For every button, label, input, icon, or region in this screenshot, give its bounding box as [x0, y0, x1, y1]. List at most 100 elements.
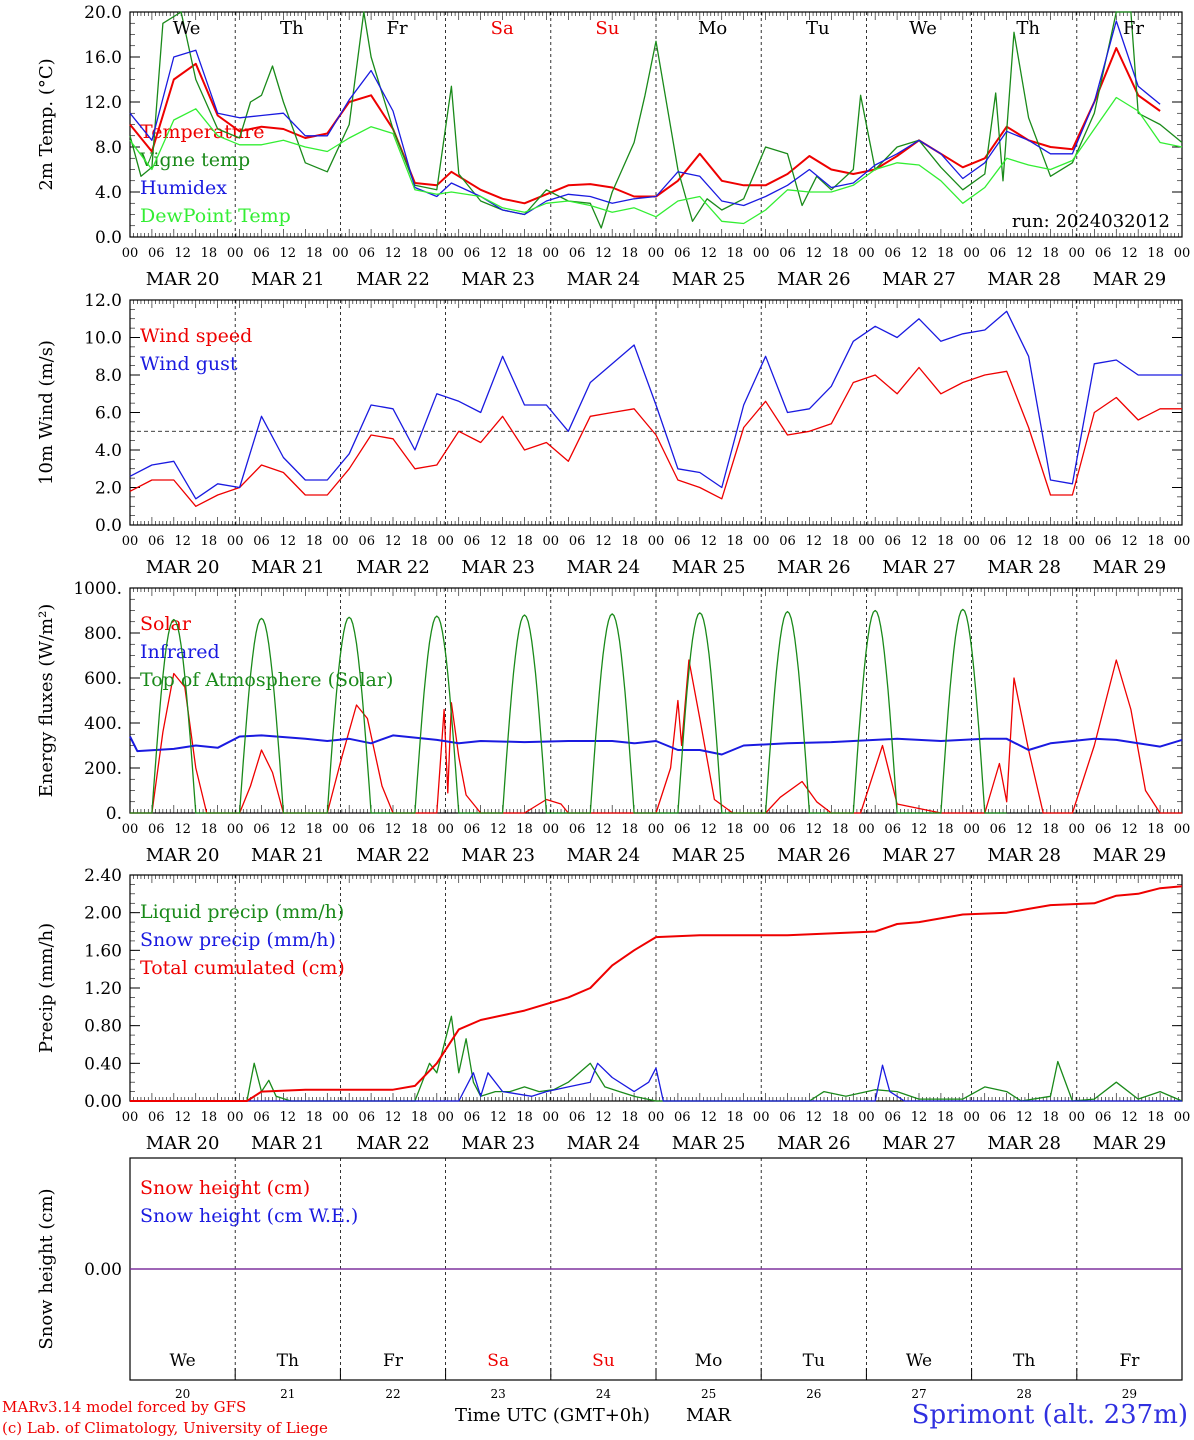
- hour-label: 06: [674, 822, 691, 837]
- y-axis-label: 2m Temp. (°C): [36, 58, 57, 190]
- hour-label: 00: [332, 822, 349, 837]
- hour-label: 12: [385, 534, 402, 549]
- y-tick-label: 0.: [106, 804, 122, 824]
- panel-1-frame: [129, 11, 1183, 238]
- hour-label: 12: [490, 1110, 507, 1125]
- y-tick-label: 2.00: [84, 904, 122, 924]
- hour-label: 00: [1174, 1110, 1191, 1125]
- hour-label: 06: [253, 822, 270, 837]
- hour-label: 12: [490, 246, 507, 261]
- hour-label: 06: [569, 246, 586, 261]
- hour-label: 18: [306, 822, 323, 837]
- day-number-label: 29: [1122, 1387, 1137, 1401]
- hour-label: 06: [1095, 246, 1112, 261]
- hour-label: 06: [464, 246, 481, 261]
- station-name: Sprimont (alt. 237m): [911, 1400, 1188, 1430]
- hour-label: 06: [990, 246, 1007, 261]
- y-tick-label: 0.40: [84, 1054, 122, 1074]
- date-label: MAR 20: [146, 845, 220, 866]
- hour-label: 00: [543, 534, 560, 549]
- panel-2-frame: [129, 299, 1183, 526]
- legend-entry: DewPoint Temp: [140, 205, 291, 227]
- hour-label: 00: [227, 246, 244, 261]
- date-label: MAR 28: [987, 1133, 1061, 1154]
- date-label: MAR 28: [987, 557, 1061, 578]
- date-label: MAR 26: [777, 845, 851, 866]
- date-label: MAR 25: [672, 845, 746, 866]
- hour-label: 06: [569, 534, 586, 549]
- hour-label: 18: [1147, 246, 1164, 261]
- hour-label: 06: [1095, 1110, 1112, 1125]
- legend-entry: Wind gust: [140, 353, 238, 375]
- hour-label: 18: [1042, 822, 1059, 837]
- date-label: MAR 24: [567, 1133, 641, 1154]
- hour-label: 00: [122, 534, 139, 549]
- weekday-label: Th: [280, 18, 304, 39]
- hour-label: 00: [753, 246, 770, 261]
- series-line-humidex: [129, 20, 1161, 216]
- date-label: MAR 29: [1093, 269, 1167, 290]
- legend-entry: Humidex: [140, 177, 227, 199]
- hour-label: 00: [1174, 246, 1191, 261]
- date-label: MAR 26: [777, 269, 851, 290]
- series-line-vigne-temp: [129, 11, 1183, 229]
- hour-label: 06: [358, 1110, 375, 1125]
- series-line-infrared: [129, 734, 1183, 756]
- x-axis-label: Time UTC (GMT+0h): [455, 1405, 650, 1426]
- date-label: MAR 20: [146, 557, 220, 578]
- hour-label: 12: [911, 534, 928, 549]
- weekday-label: We: [173, 18, 201, 39]
- weekday-label-bottom: Fr: [383, 1351, 404, 1371]
- hour-label: 12: [700, 534, 717, 549]
- date-label: MAR 24: [567, 557, 641, 578]
- hour-label: 18: [201, 534, 218, 549]
- y-tick-label: 400.: [84, 714, 122, 734]
- hour-label: 18: [621, 1110, 638, 1125]
- hour-label: 06: [148, 246, 165, 261]
- hour-label: 06: [358, 246, 375, 261]
- day-number-label: 27: [911, 1387, 926, 1401]
- day-number-label: 20: [175, 1387, 190, 1401]
- hour-label: 06: [990, 822, 1007, 837]
- hour-label: 12: [1121, 534, 1138, 549]
- hour-label: 12: [1121, 246, 1138, 261]
- y-tick-label: 200.: [84, 759, 122, 779]
- hour-label: 00: [332, 1110, 349, 1125]
- date-label: MAR 23: [461, 557, 535, 578]
- run-label: run: 2024032012: [1012, 211, 1170, 232]
- hour-label: 06: [464, 1110, 481, 1125]
- day-number-label: 24: [596, 1387, 612, 1401]
- hour-label: 00: [122, 1110, 139, 1125]
- hour-label: 12: [1121, 1110, 1138, 1125]
- hour-label: 00: [963, 246, 980, 261]
- hour-label: 18: [306, 534, 323, 549]
- weekday-label: Tu: [806, 18, 830, 39]
- hour-label: 18: [1147, 534, 1164, 549]
- hour-label: 18: [411, 534, 428, 549]
- legend-entry: Snow height (cm W.E.): [140, 1205, 358, 1227]
- date-label: MAR 22: [356, 1133, 430, 1154]
- hour-label: 18: [832, 534, 849, 549]
- hour-label: 12: [911, 822, 928, 837]
- weekday-label: Sa: [491, 18, 514, 39]
- date-label: MAR 28: [987, 269, 1061, 290]
- series-line-top-of-atmosphere-solar-: [130, 608, 1007, 814]
- weekday-label-bottom: We: [906, 1351, 932, 1371]
- day-number-label: 26: [806, 1387, 821, 1401]
- hour-label: 18: [832, 246, 849, 261]
- weekday-label-bottom: Th: [1013, 1351, 1035, 1371]
- hour-label: 18: [937, 246, 954, 261]
- hour-label: 06: [569, 1110, 586, 1125]
- legend-entry: Solar: [140, 613, 192, 635]
- hour-label: 18: [516, 534, 533, 549]
- hour-label: 12: [1016, 1110, 1033, 1125]
- hour-label: 12: [1016, 246, 1033, 261]
- weekday-label-bottom: We: [170, 1351, 196, 1371]
- hour-label: 00: [648, 1110, 665, 1125]
- hour-label: 06: [674, 534, 691, 549]
- y-tick-label: 16.0: [84, 48, 122, 68]
- series-line-solar: [130, 659, 1182, 814]
- date-label: MAR 25: [672, 1133, 746, 1154]
- hour-label: 12: [280, 246, 297, 261]
- hour-label: 12: [806, 246, 823, 261]
